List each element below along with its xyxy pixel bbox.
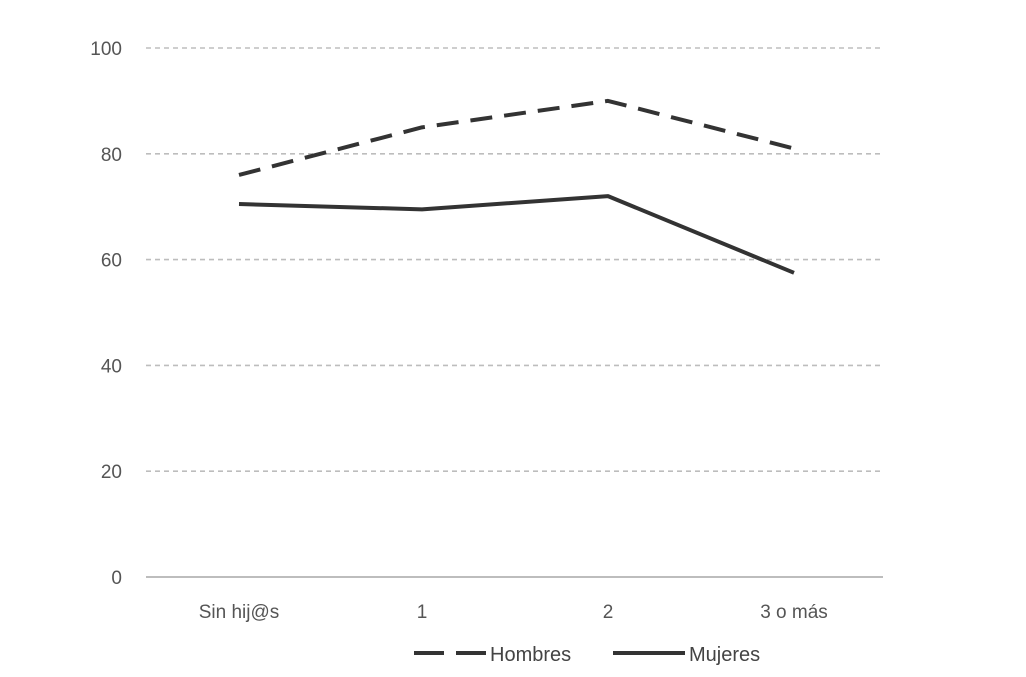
legend-label-mujeres: Mujeres	[689, 644, 760, 666]
x-tick-label: Sin hij@s	[199, 602, 280, 623]
series-lines	[238, 98, 795, 275]
legend: Hombres Mujeres	[414, 644, 760, 666]
grid-lines	[146, 47, 883, 473]
y-tick-label: 0	[111, 568, 122, 589]
legend-label-hombres: Hombres	[490, 644, 571, 666]
y-axis-tick-labels: 0 20 40 60 80 100	[90, 39, 122, 589]
y-tick-label: 20	[101, 462, 122, 483]
x-tick-label: 1	[417, 602, 428, 623]
x-tick-label: 3 o más	[760, 602, 828, 623]
x-axis-tick-labels: Sin hij@s 1 2 3 o más	[199, 602, 828, 623]
y-tick-label: 60	[101, 251, 122, 272]
series-line-mujeres	[238, 194, 795, 275]
y-tick-label: 40	[101, 356, 122, 377]
x-tick-label: 2	[603, 602, 614, 623]
y-tick-label: 80	[101, 145, 122, 166]
y-tick-label: 100	[90, 39, 122, 60]
series-line-hombres	[238, 98, 795, 177]
